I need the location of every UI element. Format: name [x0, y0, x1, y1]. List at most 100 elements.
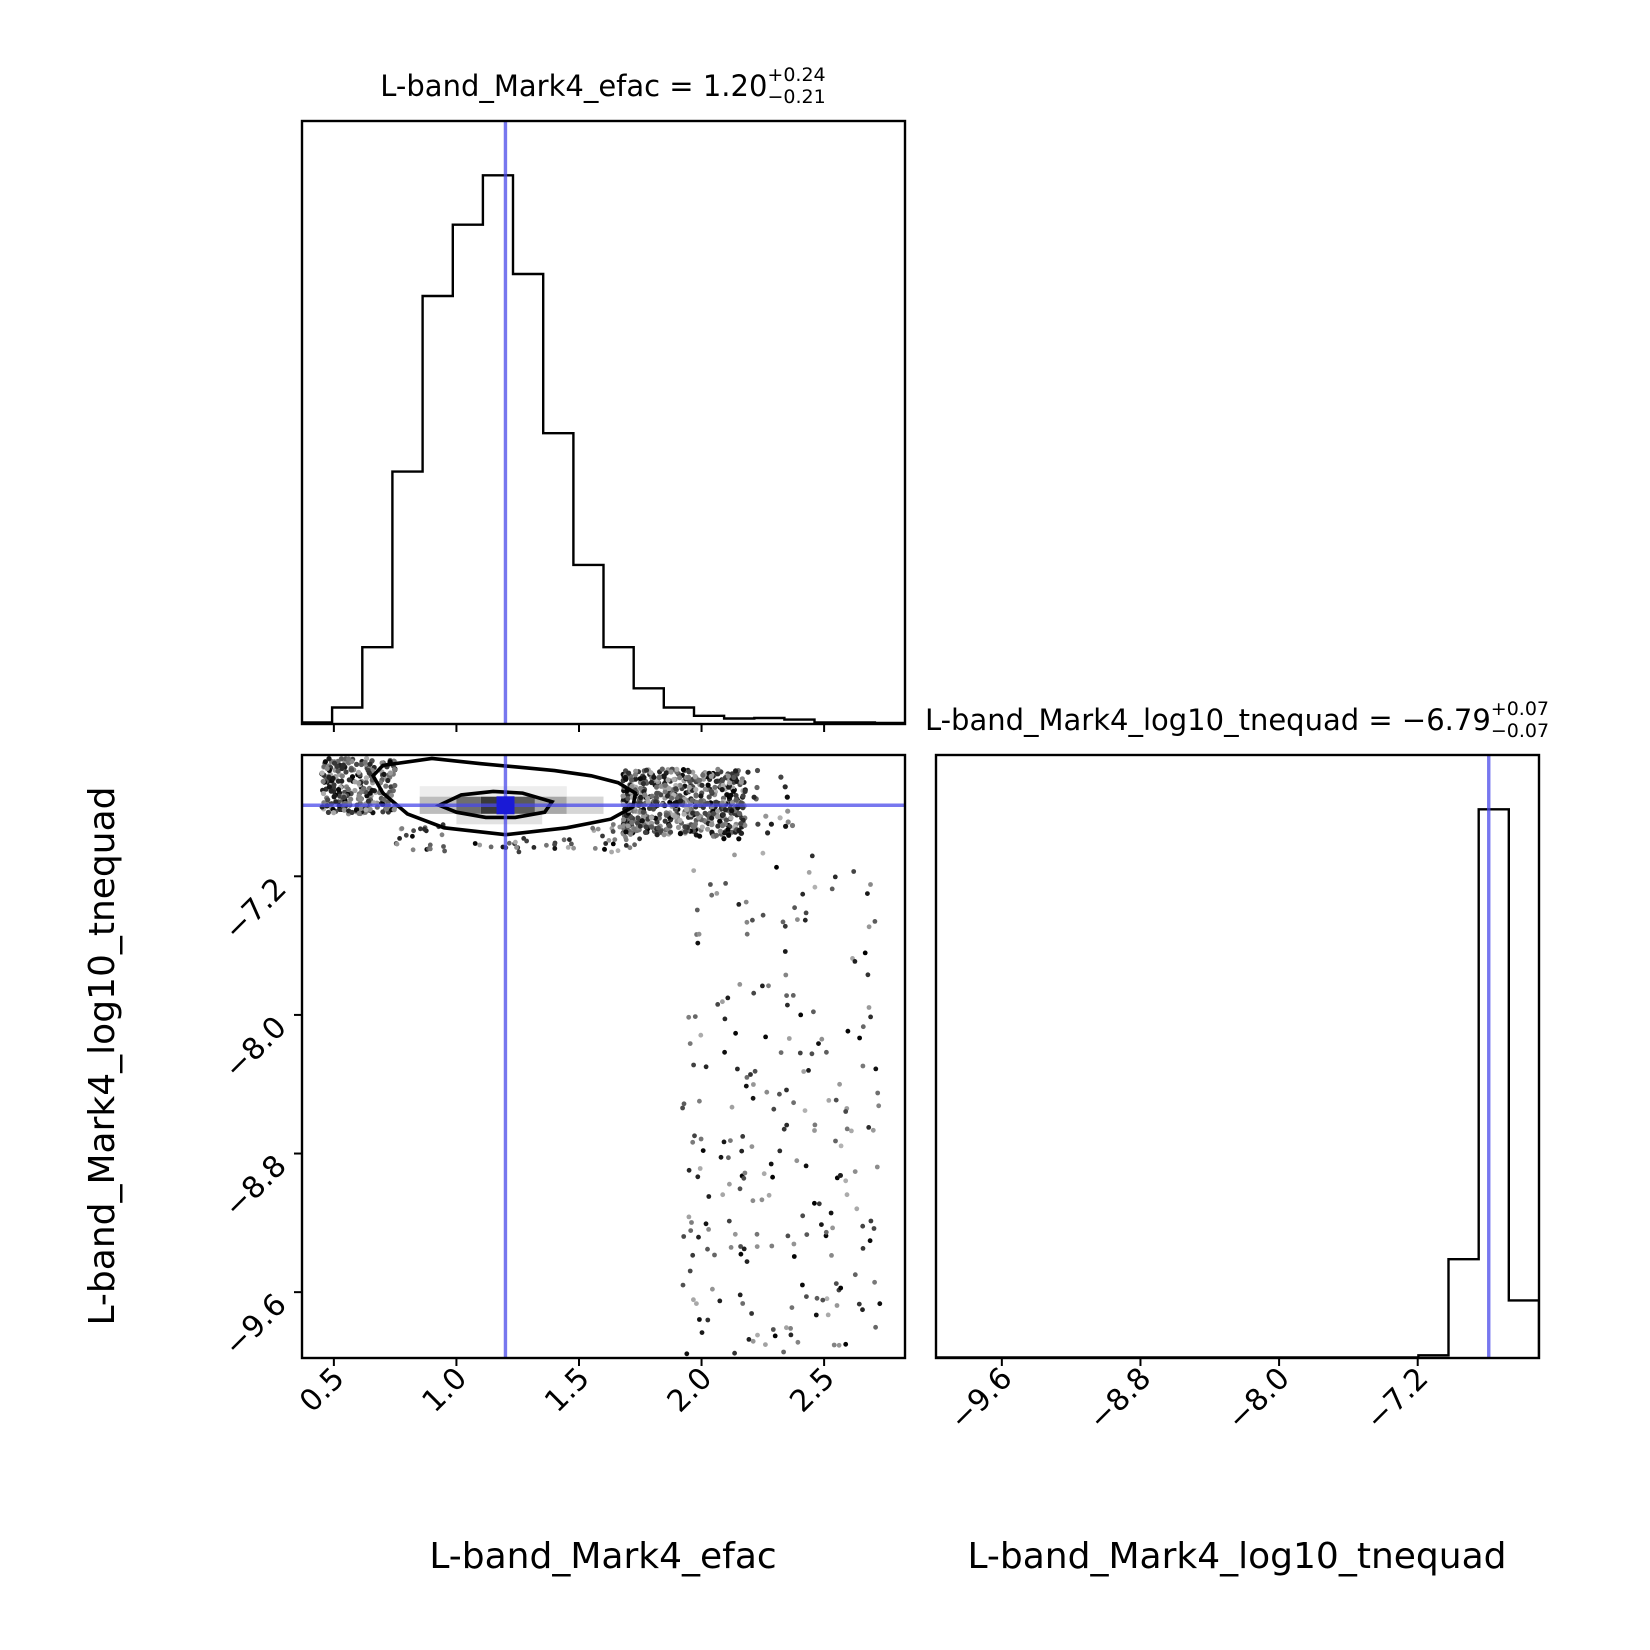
scatter-point [514, 845, 519, 850]
scatter-point [653, 795, 659, 801]
scatter-point [730, 788, 737, 794]
scatter-point [760, 850, 766, 856]
scatter-point [722, 1049, 727, 1055]
scatter-point [659, 766, 665, 772]
scatter-point [427, 846, 433, 852]
scatter-point [381, 796, 387, 803]
scatter-point [754, 1231, 760, 1237]
scatter-point [422, 826, 427, 832]
scatter-point [726, 832, 732, 838]
scatter-point [643, 824, 649, 830]
scatter-point [356, 769, 362, 775]
scatter-point [766, 1192, 772, 1198]
scatter-point [800, 891, 806, 897]
scatter-point [833, 1138, 838, 1144]
scatter-point [320, 778, 326, 785]
scatter-point [714, 813, 721, 820]
scatter-point [860, 1307, 865, 1313]
scatter-point [691, 1297, 696, 1303]
scatter-point [341, 807, 347, 813]
scatter-point [643, 767, 650, 773]
title-tnequad-plus: +0.07 [1491, 698, 1549, 720]
scatter-point [653, 784, 660, 790]
scatter-point [851, 869, 857, 874]
scatter-point [809, 853, 815, 859]
scatter-point [726, 784, 732, 790]
scatter-point [709, 821, 715, 828]
scatter-point [723, 881, 728, 886]
scatter-point [720, 999, 725, 1005]
scatter-point [687, 1268, 693, 1274]
scatter-point [651, 774, 657, 780]
scatter-point [705, 826, 711, 832]
scatter-point [513, 839, 518, 845]
scatter-point [640, 781, 647, 787]
scatter-point [628, 832, 633, 837]
hist-efac-step [302, 174, 905, 724]
contour-inner [434, 789, 555, 820]
scatter-point [656, 815, 662, 821]
scatter-point [394, 841, 400, 847]
scatter-point [736, 836, 742, 842]
title-tnequad-label: L-band_Mark4_log10_tnequad [925, 703, 1359, 737]
scatter-point [868, 882, 873, 887]
scatter-point [637, 836, 642, 842]
scatter-point [738, 1244, 743, 1249]
scatter-point [610, 829, 616, 834]
scatter-point [635, 815, 641, 821]
scatter-point [722, 807, 729, 813]
scatter-point [662, 818, 668, 824]
scatter-point [615, 848, 621, 854]
scatter-point [477, 842, 483, 848]
scatter-point [875, 1090, 881, 1096]
hist-tnequad-step [936, 808, 1539, 1358]
scatter-point [836, 1342, 842, 1348]
scatter-point [702, 786, 709, 792]
scatter-point [603, 841, 609, 846]
scatter-point [567, 837, 572, 842]
scatter-point [866, 1005, 872, 1010]
scatter-point [751, 1082, 756, 1087]
scatter-point [741, 1246, 747, 1252]
scatter-point [763, 1342, 768, 1347]
scatter-point [750, 1198, 756, 1204]
scatter-point [544, 842, 549, 848]
scatter-point [797, 1050, 803, 1056]
scatter-point [705, 782, 711, 788]
y-axis-label-tnequad: L-band_Mark4_log10_tnequad [82, 786, 123, 1325]
scatter-point [865, 972, 871, 978]
scatter-point [741, 1175, 747, 1181]
scatter-point [672, 814, 678, 820]
scatter-point [346, 777, 352, 783]
scatter-point [642, 792, 648, 798]
scatter-point [642, 829, 649, 836]
scatter-point [726, 1155, 731, 1161]
scatter-point [697, 1166, 703, 1171]
scatter-point [609, 849, 614, 855]
y-tick-label-tnequad: −8.0 [217, 1010, 293, 1086]
scatter-point [391, 807, 397, 813]
scatter-point [625, 823, 631, 829]
x-axis-label-efac: L-band_Mark4_efac [429, 1536, 776, 1577]
scatter-point [689, 1220, 694, 1225]
scatter-point [824, 1049, 829, 1055]
y-tick-label-tnequad: −8.8 [217, 1148, 293, 1224]
scatter-point [820, 1297, 826, 1303]
scatter-point [860, 1063, 866, 1069]
scatter-point [696, 931, 702, 937]
scatter-point [592, 846, 598, 851]
scatter-point [751, 990, 757, 996]
scatter-point [830, 1225, 835, 1231]
scatter-point [788, 1326, 793, 1331]
scatter-point [720, 782, 726, 789]
scatter-point [345, 786, 351, 792]
scatter-point [742, 1170, 748, 1176]
scatter-point [702, 810, 708, 816]
scatter-point [322, 759, 328, 765]
scatter-point [331, 810, 337, 816]
scatter-point [801, 1069, 807, 1074]
y-tick-label-tnequad: −7.2 [217, 871, 293, 947]
scatter-point [768, 1161, 774, 1167]
scatter-point [791, 1241, 797, 1247]
scatter-point [736, 810, 743, 817]
